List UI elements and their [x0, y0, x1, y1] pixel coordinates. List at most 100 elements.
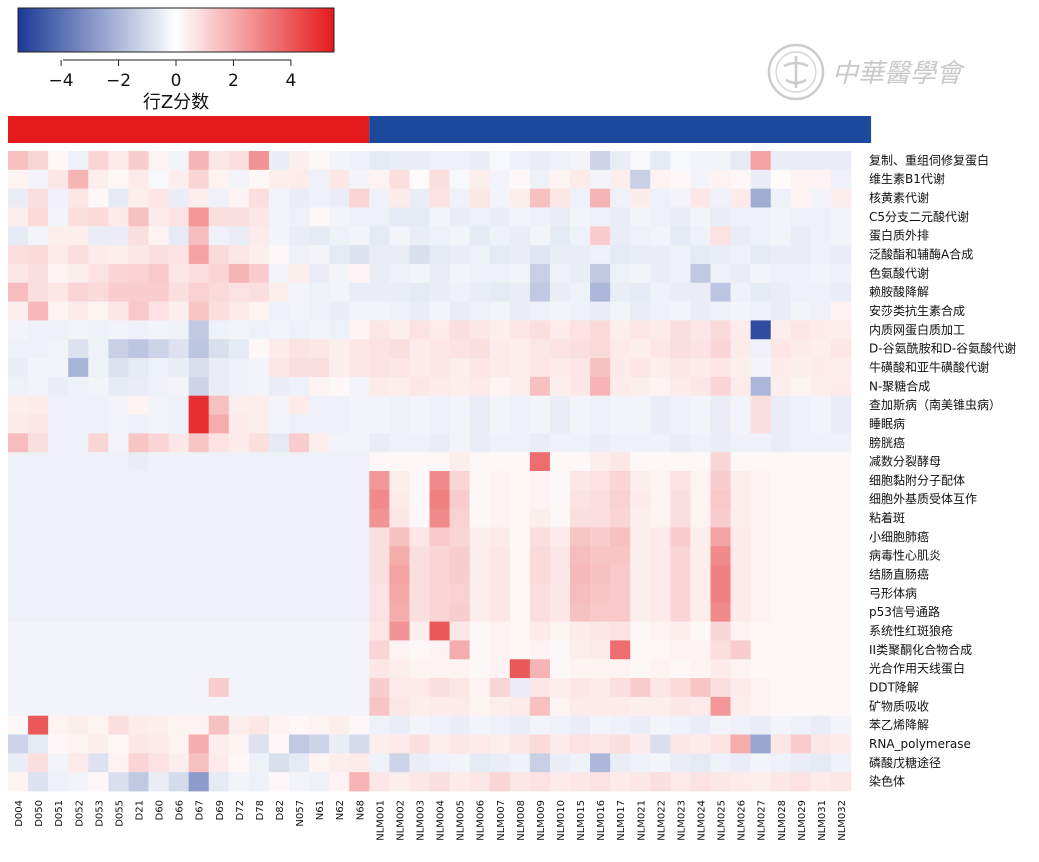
heatmap-cell — [369, 489, 390, 510]
heatmap-cell — [610, 207, 631, 227]
heatmap-cell — [268, 772, 290, 792]
heatmap-cell — [369, 696, 390, 717]
heatmap-cell — [810, 659, 832, 679]
heatmap-cell — [750, 414, 772, 434]
heatmap-cell — [228, 678, 250, 698]
heatmap-cell — [590, 753, 611, 773]
heatmap-cell — [88, 527, 109, 547]
heatmap-cell — [208, 471, 230, 491]
heatmap-cell — [188, 583, 210, 604]
heatmap-cell — [48, 565, 69, 585]
row-label: 小细胞肺癌 — [869, 529, 929, 544]
heatmap-cell — [289, 339, 310, 359]
heatmap-cell — [429, 339, 450, 359]
heatmap-cell — [670, 151, 691, 171]
heatmap-cell — [409, 263, 430, 284]
heatmap-cell — [228, 583, 250, 604]
heatmap-cell — [670, 753, 691, 773]
heatmap-cell — [429, 753, 450, 773]
heatmap-cell — [650, 207, 671, 227]
heatmap-cell — [248, 207, 270, 227]
heatmap-cell — [128, 583, 149, 604]
heatmap-cell — [329, 583, 350, 604]
heatmap-cell — [590, 489, 611, 510]
column-label: NLM005 — [456, 800, 467, 841]
row-label: II类聚酮化合物合成 — [869, 642, 972, 657]
column-label: NLM002 — [395, 800, 406, 841]
heatmap-cell — [88, 489, 109, 510]
heatmap-cell — [489, 734, 511, 754]
heatmap-cell — [188, 546, 210, 566]
column-labels: D004 D050 D051 D052 D053 D055 D21 D60 D66 D67 D69 D… — [14, 800, 848, 841]
heatmap-cell — [570, 659, 591, 679]
heatmap-cell — [630, 715, 651, 735]
heatmap-cell — [248, 320, 270, 340]
row-label: 染色体 — [869, 774, 905, 789]
heatmap-cell — [208, 188, 230, 208]
heatmap-cell — [369, 207, 390, 227]
heatmap-cell — [208, 583, 230, 604]
heatmap-cell — [28, 414, 49, 434]
heatmap-cell — [469, 602, 491, 622]
heatmap-cell — [409, 320, 430, 340]
heatmap-cell — [248, 678, 270, 698]
heatmap-cell — [188, 734, 210, 754]
heatmap-cell — [810, 753, 832, 773]
heatmap-cell — [630, 452, 651, 472]
heatmap-cell — [108, 263, 129, 284]
heatmap-cell — [610, 753, 631, 773]
heatmap-cell — [810, 433, 832, 453]
heatmap-cell — [68, 772, 89, 792]
heatmap-cell — [630, 320, 651, 340]
heatmap-cell — [730, 678, 752, 698]
heatmap-cell — [489, 640, 511, 660]
heatmap-cell — [770, 245, 792, 265]
heatmap-cell — [248, 565, 270, 585]
heatmap-cell — [28, 263, 49, 284]
heatmap-cell — [509, 715, 531, 735]
heatmap-cell — [168, 376, 190, 397]
heatmap-cell — [349, 753, 370, 773]
heatmap-cell — [349, 471, 370, 491]
heatmap-cell — [830, 169, 852, 190]
heatmap-cell — [349, 358, 370, 378]
heatmap-cell — [389, 376, 410, 397]
heatmap-cell — [429, 640, 450, 660]
heatmap-cell — [790, 188, 812, 208]
heatmap-cell — [409, 471, 430, 491]
heatmap-cell — [329, 602, 350, 622]
heatmap-cell — [489, 263, 511, 284]
heatmap-cell — [750, 640, 772, 660]
heatmap-cell — [830, 659, 852, 679]
heatmap-cell — [650, 640, 671, 660]
heatmap-cell — [208, 452, 230, 472]
heatmap-cell — [48, 358, 69, 378]
heatmap-cell — [28, 245, 49, 265]
heatmap-cell — [289, 151, 310, 171]
heatmap-cell — [148, 640, 169, 660]
heatmap-cell — [8, 414, 29, 434]
heatmap-cell — [409, 207, 430, 227]
heatmap-cell — [670, 734, 691, 754]
heatmap-cell — [810, 772, 832, 792]
heatmap-cell — [670, 583, 691, 604]
heatmap-cell — [309, 226, 330, 246]
heatmap-cell — [309, 527, 330, 547]
heatmap-cell — [88, 226, 109, 246]
heatmap-cell — [409, 678, 430, 698]
heatmap-cell — [790, 527, 812, 547]
heatmap-cell — [289, 226, 310, 246]
heatmap-cell — [670, 527, 691, 547]
heatmap-cell — [590, 640, 611, 660]
heatmap-cell — [289, 376, 310, 397]
heatmap-cell — [549, 188, 571, 208]
heatmap-cell — [610, 433, 631, 453]
column-label: NLM017 — [616, 800, 627, 841]
heatmap-cell — [509, 207, 531, 227]
heatmap-cell — [168, 602, 190, 622]
row-label: DDT降解 — [869, 680, 919, 694]
heatmap-cell — [48, 320, 69, 340]
heatmap-cell — [770, 696, 792, 717]
heatmap-cell — [289, 263, 310, 284]
heatmap-cell — [128, 282, 149, 302]
